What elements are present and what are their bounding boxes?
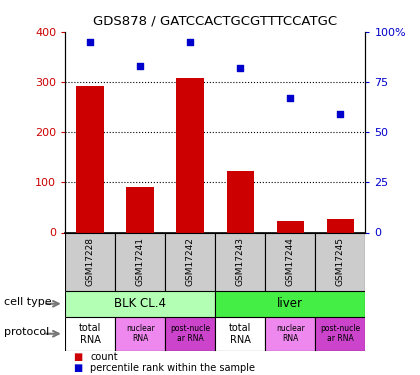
Point <box>237 65 244 71</box>
Text: GSM17243: GSM17243 <box>236 237 245 286</box>
Bar <box>265 317 315 351</box>
Text: nuclear
RNA: nuclear RNA <box>126 324 155 344</box>
Text: percentile rank within the sample: percentile rank within the sample <box>90 363 255 373</box>
Text: GSM17241: GSM17241 <box>136 237 144 286</box>
Text: liver: liver <box>277 297 303 310</box>
Bar <box>165 232 215 291</box>
Bar <box>215 291 365 317</box>
Bar <box>115 317 165 351</box>
Text: ■: ■ <box>74 352 83 362</box>
Bar <box>65 232 115 291</box>
Bar <box>315 317 365 351</box>
Bar <box>65 317 115 351</box>
Point <box>137 63 144 69</box>
Bar <box>327 219 354 232</box>
Point <box>287 95 294 101</box>
Text: GSM17244: GSM17244 <box>286 237 295 286</box>
Bar <box>315 232 365 291</box>
Bar <box>76 86 104 232</box>
Point <box>337 111 344 117</box>
Bar <box>276 222 304 232</box>
Bar <box>226 171 254 232</box>
Bar <box>176 78 204 232</box>
Point <box>87 39 94 45</box>
Text: BLK CL.4: BLK CL.4 <box>114 297 166 310</box>
Text: protocol: protocol <box>4 327 50 337</box>
Bar <box>65 291 215 317</box>
Text: post-nucle
ar RNA: post-nucle ar RNA <box>170 324 210 344</box>
Text: GSM17242: GSM17242 <box>186 237 195 286</box>
Text: total
RNA: total RNA <box>229 323 252 345</box>
Text: GSM17228: GSM17228 <box>86 237 94 286</box>
Bar <box>165 317 215 351</box>
Bar <box>215 232 265 291</box>
Text: cell type: cell type <box>4 297 52 307</box>
Bar <box>126 188 154 232</box>
Point <box>187 39 194 45</box>
Title: GDS878 / GATCCACTGCGTTTCCATGC: GDS878 / GATCCACTGCGTTTCCATGC <box>93 15 337 28</box>
Bar <box>215 317 265 351</box>
Text: post-nucle
ar RNA: post-nucle ar RNA <box>320 324 360 344</box>
Text: nuclear
RNA: nuclear RNA <box>276 324 304 344</box>
Text: ■: ■ <box>74 363 83 373</box>
Text: total
RNA: total RNA <box>79 323 101 345</box>
Text: count: count <box>90 352 118 362</box>
Bar <box>265 232 315 291</box>
Bar <box>115 232 165 291</box>
Text: GSM17245: GSM17245 <box>336 237 345 286</box>
